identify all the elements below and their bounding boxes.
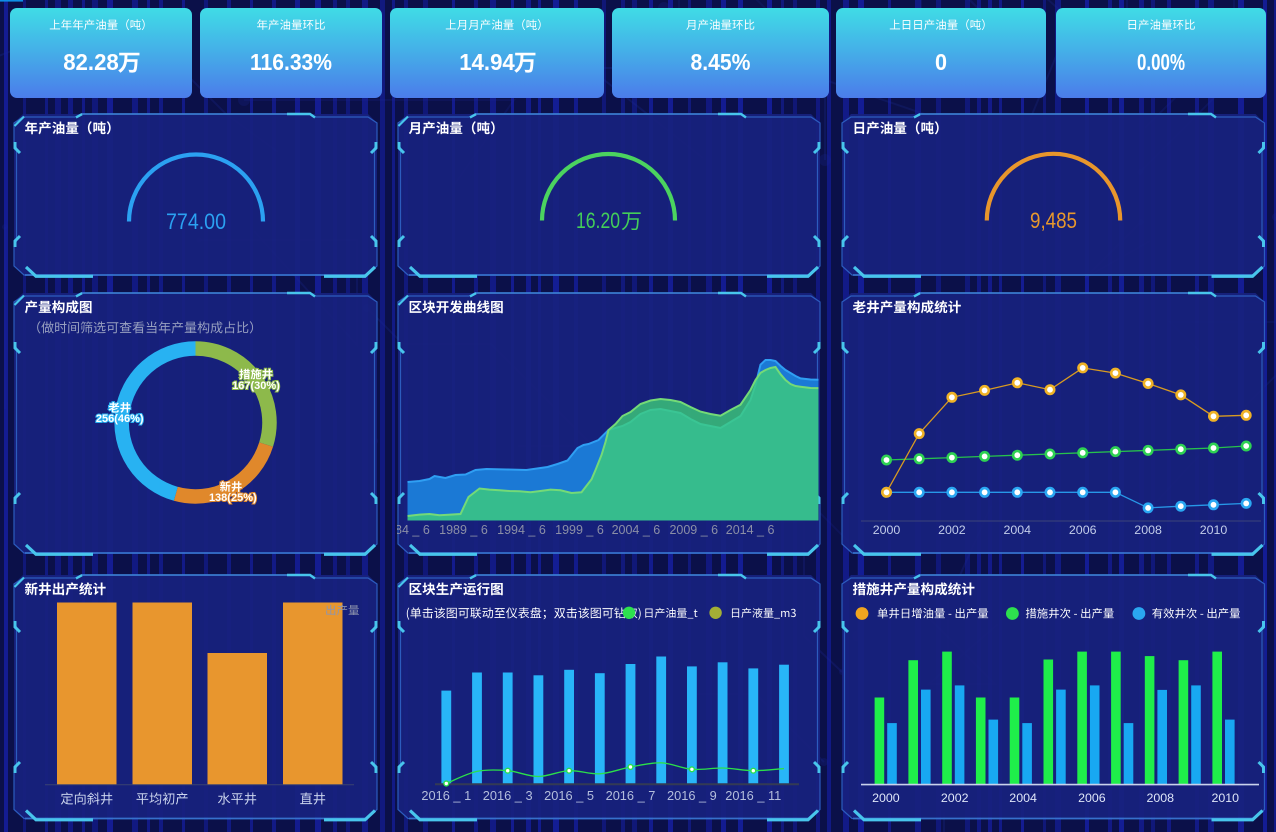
svg-text:2010: 2010: [1199, 523, 1227, 537]
svg-text:1999 _ 6: 1999 _ 6: [555, 523, 604, 537]
svg-text:0.00%: 0.00%: [1137, 49, 1185, 75]
svg-text:84 _ 6: 84 _ 6: [397, 523, 430, 537]
svg-text:82.28: 82.28: [63, 49, 119, 75]
svg-text:138(25%): 138(25%): [209, 492, 257, 504]
svg-text:2006: 2006: [1078, 791, 1106, 805]
svg-text:2006: 2006: [1068, 523, 1096, 537]
svg-text:2004 _ 6: 2004 _ 6: [611, 523, 660, 537]
svg-text:9,485: 9,485: [1030, 208, 1077, 233]
svg-text:1989 _ 6: 1989 _ 6: [439, 523, 488, 537]
svg-text:167(30%): 167(30%): [232, 380, 280, 392]
svg-text:2000: 2000: [872, 523, 900, 537]
svg-text:2016 _ 11: 2016 _ 11: [725, 788, 781, 803]
svg-text:2014 _ 6: 2014 _ 6: [725, 523, 774, 537]
svg-text:16.20: 16.20: [576, 208, 620, 233]
svg-text:14.94: 14.94: [459, 49, 515, 75]
svg-text:1994 _ 6: 1994 _ 6: [497, 523, 546, 537]
svg-text:2002: 2002: [940, 791, 968, 805]
svg-text:2004: 2004: [1009, 791, 1037, 805]
svg-text:8.45%: 8.45%: [691, 49, 751, 75]
svg-text:2016 _ 9: 2016 _ 9: [666, 788, 716, 803]
svg-text:2009 _ 6: 2009 _ 6: [669, 523, 718, 537]
svg-text:2008: 2008: [1134, 523, 1162, 537]
svg-text:116.33%: 116.33%: [250, 49, 332, 75]
svg-text:256(46%): 256(46%): [96, 413, 144, 425]
svg-text:2016 _ 1: 2016 _ 1: [421, 788, 471, 803]
svg-text:2000: 2000: [872, 791, 900, 805]
svg-text:2004: 2004: [1003, 523, 1031, 537]
svg-text:2002: 2002: [938, 523, 966, 537]
svg-text:2016 _ 5: 2016 _ 5: [544, 788, 594, 803]
svg-text:774.00: 774.00: [166, 209, 226, 234]
svg-text:2010: 2010: [1211, 791, 1239, 805]
svg-text:2008: 2008: [1146, 791, 1174, 805]
svg-text:2016 _ 3: 2016 _ 3: [482, 788, 532, 803]
svg-text:0: 0: [935, 49, 947, 75]
svg-text:2016 _ 7: 2016 _ 7: [605, 788, 655, 803]
